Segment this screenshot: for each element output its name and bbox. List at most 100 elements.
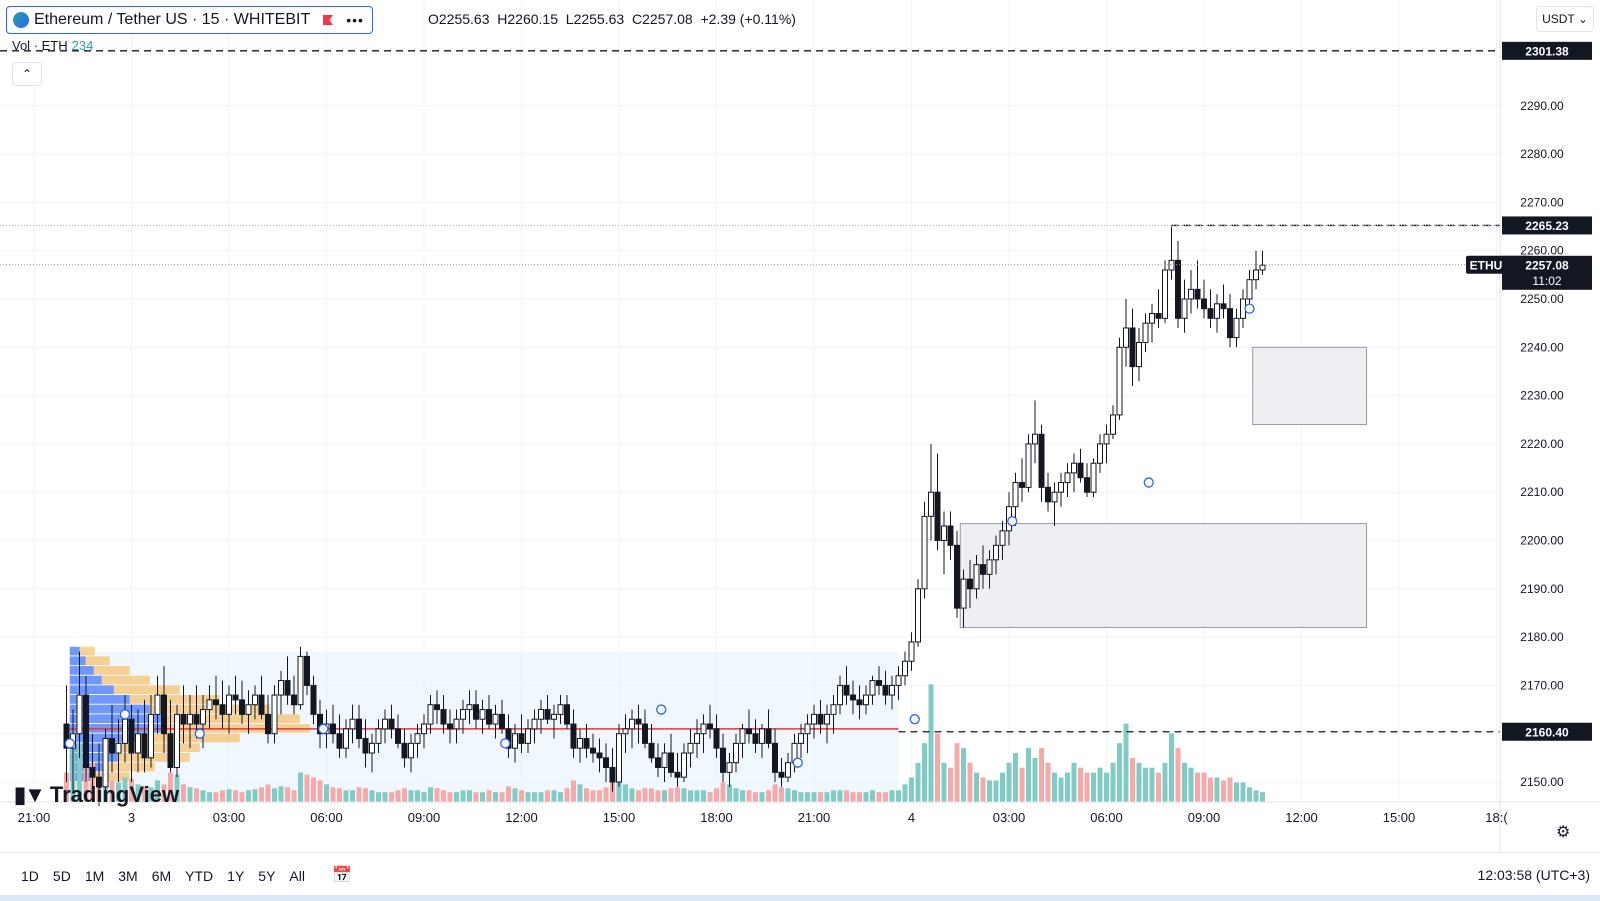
volume-bar — [675, 787, 680, 802]
more-options-icon[interactable]: ••• — [346, 12, 364, 28]
range-button-5y[interactable]: 5Y — [258, 868, 276, 884]
candle-body — [336, 733, 343, 749]
calendar-icon[interactable]: 📅 — [332, 867, 352, 884]
candle-body — [934, 491, 941, 542]
volume-bar — [493, 792, 498, 802]
candle-body — [954, 544, 960, 609]
volume-bar — [558, 792, 563, 802]
anchor-point — [318, 723, 329, 735]
volume-bar — [1084, 772, 1090, 802]
volume-bar — [577, 784, 583, 802]
volume-bar — [551, 790, 557, 802]
volume-bar — [1071, 762, 1077, 802]
candle-body — [1149, 312, 1155, 324]
volume-bar — [1240, 782, 1246, 802]
volume-bar — [525, 792, 531, 802]
volume-bar — [1149, 767, 1155, 802]
volume-bar — [402, 788, 407, 802]
anchor-point — [64, 738, 75, 749]
volume-bar — [161, 784, 167, 802]
candle-body — [453, 718, 460, 730]
collapse-legend-button[interactable]: ⌃ — [12, 62, 42, 86]
volume-bar — [974, 772, 979, 802]
candle-body — [999, 530, 1006, 546]
volume-bar — [317, 780, 323, 802]
countdown-text: 11:02 — [1532, 274, 1561, 288]
candle-body — [1103, 433, 1110, 445]
range-button-all[interactable]: All — [289, 868, 305, 884]
volume-bar — [850, 792, 856, 802]
candle-body — [538, 709, 544, 720]
candle-body — [772, 742, 778, 773]
candle-body — [947, 525, 954, 546]
candle-body — [395, 728, 401, 744]
candle-body — [655, 757, 661, 769]
range-button-5d[interactable]: 5D — [52, 868, 71, 884]
range-button-6m[interactable]: 6M — [151, 868, 172, 884]
volume-bar — [499, 792, 505, 802]
anchor-point — [656, 704, 667, 715]
anchor-point — [792, 757, 803, 768]
time-tick-label: 06:00 — [1090, 810, 1123, 825]
range-button-1d[interactable]: 1D — [21, 868, 39, 884]
candle-body — [427, 704, 434, 725]
range-buttons: 1D 5D 1M 3M 6M YTD 1Y 5Y All — [14, 865, 312, 887]
volume-bar — [902, 784, 908, 802]
anchor-point — [909, 714, 920, 725]
candle-body — [577, 738, 583, 749]
volume-bar — [844, 790, 849, 802]
volume-bar — [681, 788, 687, 802]
volume-bar — [1130, 757, 1135, 802]
candle-body — [356, 718, 362, 740]
volume-bar — [831, 790, 836, 802]
candle-body — [713, 728, 720, 749]
volume-bar — [922, 743, 927, 802]
volume-bar — [636, 790, 641, 802]
volume-bar — [259, 787, 264, 802]
volume-bar — [1052, 772, 1057, 802]
volume-bar — [512, 788, 518, 802]
range-button-1y[interactable]: 1Y — [227, 868, 245, 884]
currency-selector[interactable]: USDT ⌄ — [1536, 6, 1594, 32]
range-button-1m[interactable]: 1M — [84, 868, 105, 884]
volume-legend[interactable]: Vol · ETH 234 — [12, 38, 93, 53]
settings-gear-icon[interactable]: ⚙ — [1556, 824, 1571, 841]
flag-icon[interactable] — [322, 14, 334, 26]
volume-profile-row — [129, 695, 220, 704]
candle-body — [1188, 288, 1194, 300]
volume-bar — [1201, 772, 1207, 802]
candle-body — [980, 564, 986, 575]
candle-body — [83, 694, 89, 769]
time-tick-label: 06:00 — [310, 810, 343, 825]
candle-body — [960, 578, 967, 609]
range-button-ytd[interactable]: YTD — [185, 868, 214, 884]
volume-bar — [272, 788, 277, 802]
candle-body — [661, 752, 668, 769]
candle-body — [752, 733, 759, 744]
candle-body — [226, 694, 232, 715]
symbol-legend[interactable]: Ethereum / Tether US · 15 · WHITEBIT ••• — [6, 6, 373, 34]
volume-bar — [753, 792, 758, 802]
candle-body — [843, 684, 850, 696]
volume-bar — [1006, 762, 1012, 802]
candle-body — [518, 733, 525, 744]
volume-bar — [116, 782, 121, 802]
volume-bar — [837, 790, 843, 802]
clock-readout[interactable]: 12:03:58 (UTC+3) — [1477, 867, 1590, 883]
candle-body — [726, 762, 733, 773]
candle-body — [1012, 482, 1019, 508]
volume-bar — [1097, 767, 1103, 802]
volume-bar — [291, 790, 297, 802]
candle-body — [694, 733, 700, 744]
candle-body — [304, 655, 310, 686]
candle-body — [1142, 322, 1149, 343]
volume-bar — [168, 772, 173, 802]
price-chart[interactable]: 2150.002160.002170.002180.002190.002200.… — [0, 0, 1600, 852]
range-button-3m[interactable]: 3M — [118, 868, 138, 884]
volume-bar — [824, 792, 830, 802]
anchor-point — [1244, 303, 1255, 314]
tradingview-watermark: ▮▼ TradingView — [14, 782, 179, 808]
volume-bar — [187, 787, 193, 802]
candle-body — [148, 713, 154, 759]
volume-bar — [733, 788, 739, 802]
